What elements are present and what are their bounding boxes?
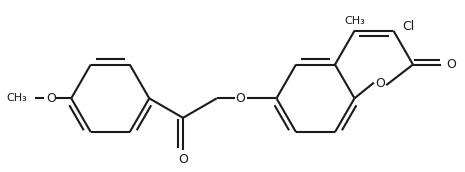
Text: O: O bbox=[375, 77, 385, 90]
Text: CH₃: CH₃ bbox=[344, 16, 365, 26]
Text: Cl: Cl bbox=[403, 20, 415, 33]
Text: CH₃: CH₃ bbox=[6, 93, 27, 103]
Text: O: O bbox=[178, 153, 188, 166]
Text: O: O bbox=[46, 92, 56, 105]
Text: O: O bbox=[446, 58, 456, 71]
Text: O: O bbox=[235, 92, 246, 105]
